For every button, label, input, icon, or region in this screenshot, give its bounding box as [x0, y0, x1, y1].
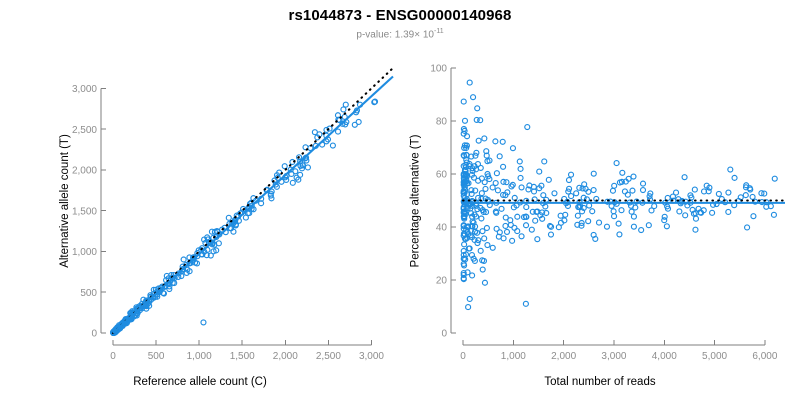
data-points-right	[460, 79, 778, 311]
y-tick-label: 40	[436, 223, 448, 234]
y-tick-label: 60	[436, 170, 448, 181]
scatter-panel-left: 0 500 1,000 1,500 2,000 2,500 3,000 0 500 1,000 1,…	[58, 66, 395, 388]
x-tick-label: 1,500	[230, 351, 255, 362]
x-tick-label: 2,500	[316, 351, 341, 362]
subtitle-pvalue-text: p-value: 1.39	[356, 29, 415, 41]
y-axis-title-right: Percentage alternative (T)	[408, 134, 421, 267]
x-tick-label: 0	[110, 351, 116, 362]
data-points-left	[110, 98, 379, 337]
y-tick-label: 80	[436, 117, 448, 128]
x-tick-label: 1,000	[187, 351, 212, 362]
y-tick-label: 1,000	[72, 247, 97, 258]
title-block: rs1044873 - ENSG00000140968 p-value: 1.3…	[0, 0, 800, 40]
x-tick-label: 3,000	[601, 351, 626, 362]
x-tick-label: 6,000	[752, 351, 777, 362]
x-axis-title-right: Total number of reads	[544, 376, 656, 388]
y-tick-label: 2,000	[72, 166, 97, 177]
x-tick-label: 3,000	[359, 351, 384, 362]
x-tick-label: 2,000	[551, 351, 576, 362]
scatter-panel-right: 0 1,000 2,000 3,000 4,000 5,000 6,000 0 20 40 60 80…	[400, 0, 800, 400]
regression-fit-line	[112, 75, 394, 334]
x-tick-label: 0	[460, 351, 466, 362]
x-tick-label: 5,000	[702, 351, 727, 362]
x-tick-label: 2,000	[273, 351, 298, 362]
y-tick-label: 20	[436, 276, 448, 287]
y-tick-label: 500	[80, 288, 97, 299]
y-tick-label: 0	[441, 329, 447, 340]
x-tick-label: 500	[148, 351, 165, 362]
x-axis-title-left: Reference allele count (C)	[133, 376, 267, 388]
scatter-plot-left: 0 500 1,000 1,500 2,000 2,500 3,000 0 500 1,000 1,…	[72, 66, 395, 362]
subtitle-times-text: × 10	[414, 29, 434, 41]
y-tick-label: 3,000	[72, 84, 97, 95]
y-tick-label: 1,500	[72, 206, 97, 217]
y-axis-title-left: Alternative allele count (T)	[58, 133, 71, 268]
y-tick-label: 2,500	[72, 125, 97, 136]
scatter-plot-right: 0 1,000 2,000 3,000 4,000 5,000 6,000 0 20 40 60 80…	[430, 64, 787, 362]
y-tick-label: 100	[430, 64, 447, 75]
figure-subtitle: p-value: 1.39× 10-11	[0, 28, 800, 40]
x-tick-label: 4,000	[652, 351, 677, 362]
x-tick-label: 1,000	[501, 351, 526, 362]
figure-title: rs1044873 - ENSG00000140968	[288, 7, 512, 24]
y-tick-label: 0	[91, 329, 97, 340]
subtitle-exponent: -11	[433, 28, 444, 35]
